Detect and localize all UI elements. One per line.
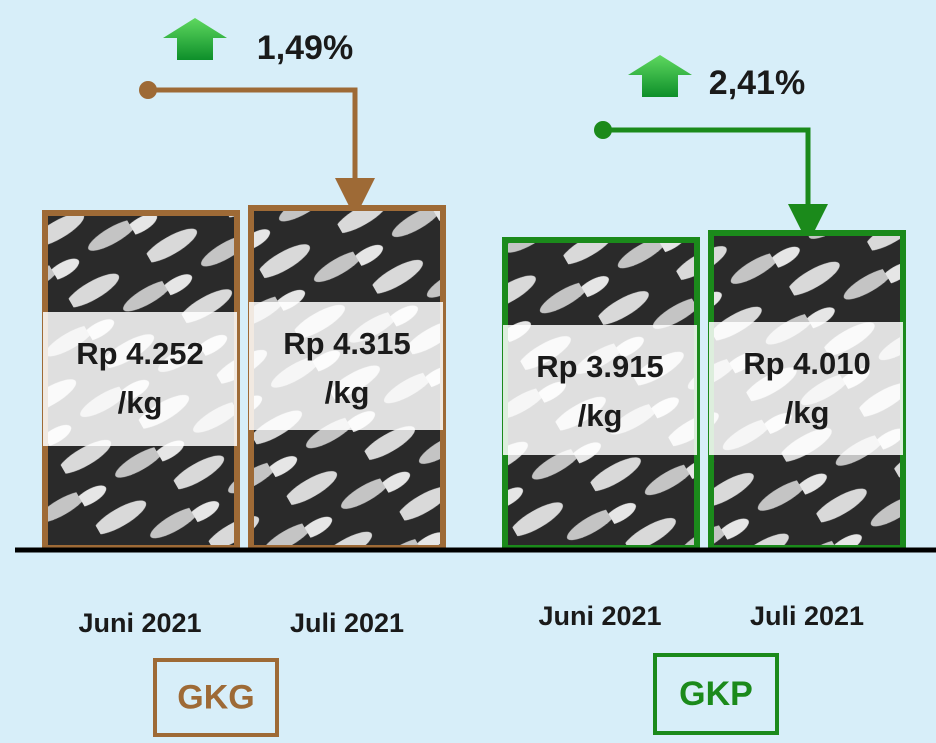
- unit: /kg: [785, 395, 830, 430]
- price-label-bg: [43, 312, 237, 446]
- change-percent: 1,49%: [257, 29, 353, 67]
- content: 1,49% Rp 4.252/kg Juni 2021 Rp 4.315/kg Juli…: [42, 18, 906, 737]
- period: Juli 2021: [290, 608, 404, 638]
- unit: /kg: [118, 385, 163, 420]
- price: Rp 4.315: [283, 326, 411, 361]
- up-icon: [628, 55, 692, 97]
- price-label-bg: [503, 325, 697, 455]
- price-label-bg: [709, 322, 903, 455]
- period: Juni 2021: [538, 601, 661, 631]
- change-arrow: [603, 127, 828, 244]
- price: Rp 3.915: [536, 349, 664, 384]
- group-box: [153, 658, 279, 737]
- period: Juli 2021: [750, 601, 864, 631]
- up-icon: [163, 18, 227, 60]
- change-percent: 2,41%: [709, 64, 805, 102]
- price: Rp 4.252: [76, 336, 204, 371]
- group-name: GKG: [177, 678, 254, 716]
- unit: /kg: [325, 375, 370, 410]
- unit: /kg: [578, 398, 623, 433]
- price-label-bg: [249, 302, 443, 430]
- group-box: [653, 653, 779, 735]
- price: Rp 4.010: [743, 346, 871, 381]
- change-arrow: [148, 87, 375, 218]
- period: Juni 2021: [78, 608, 201, 638]
- group-name: GKP: [679, 675, 753, 713]
